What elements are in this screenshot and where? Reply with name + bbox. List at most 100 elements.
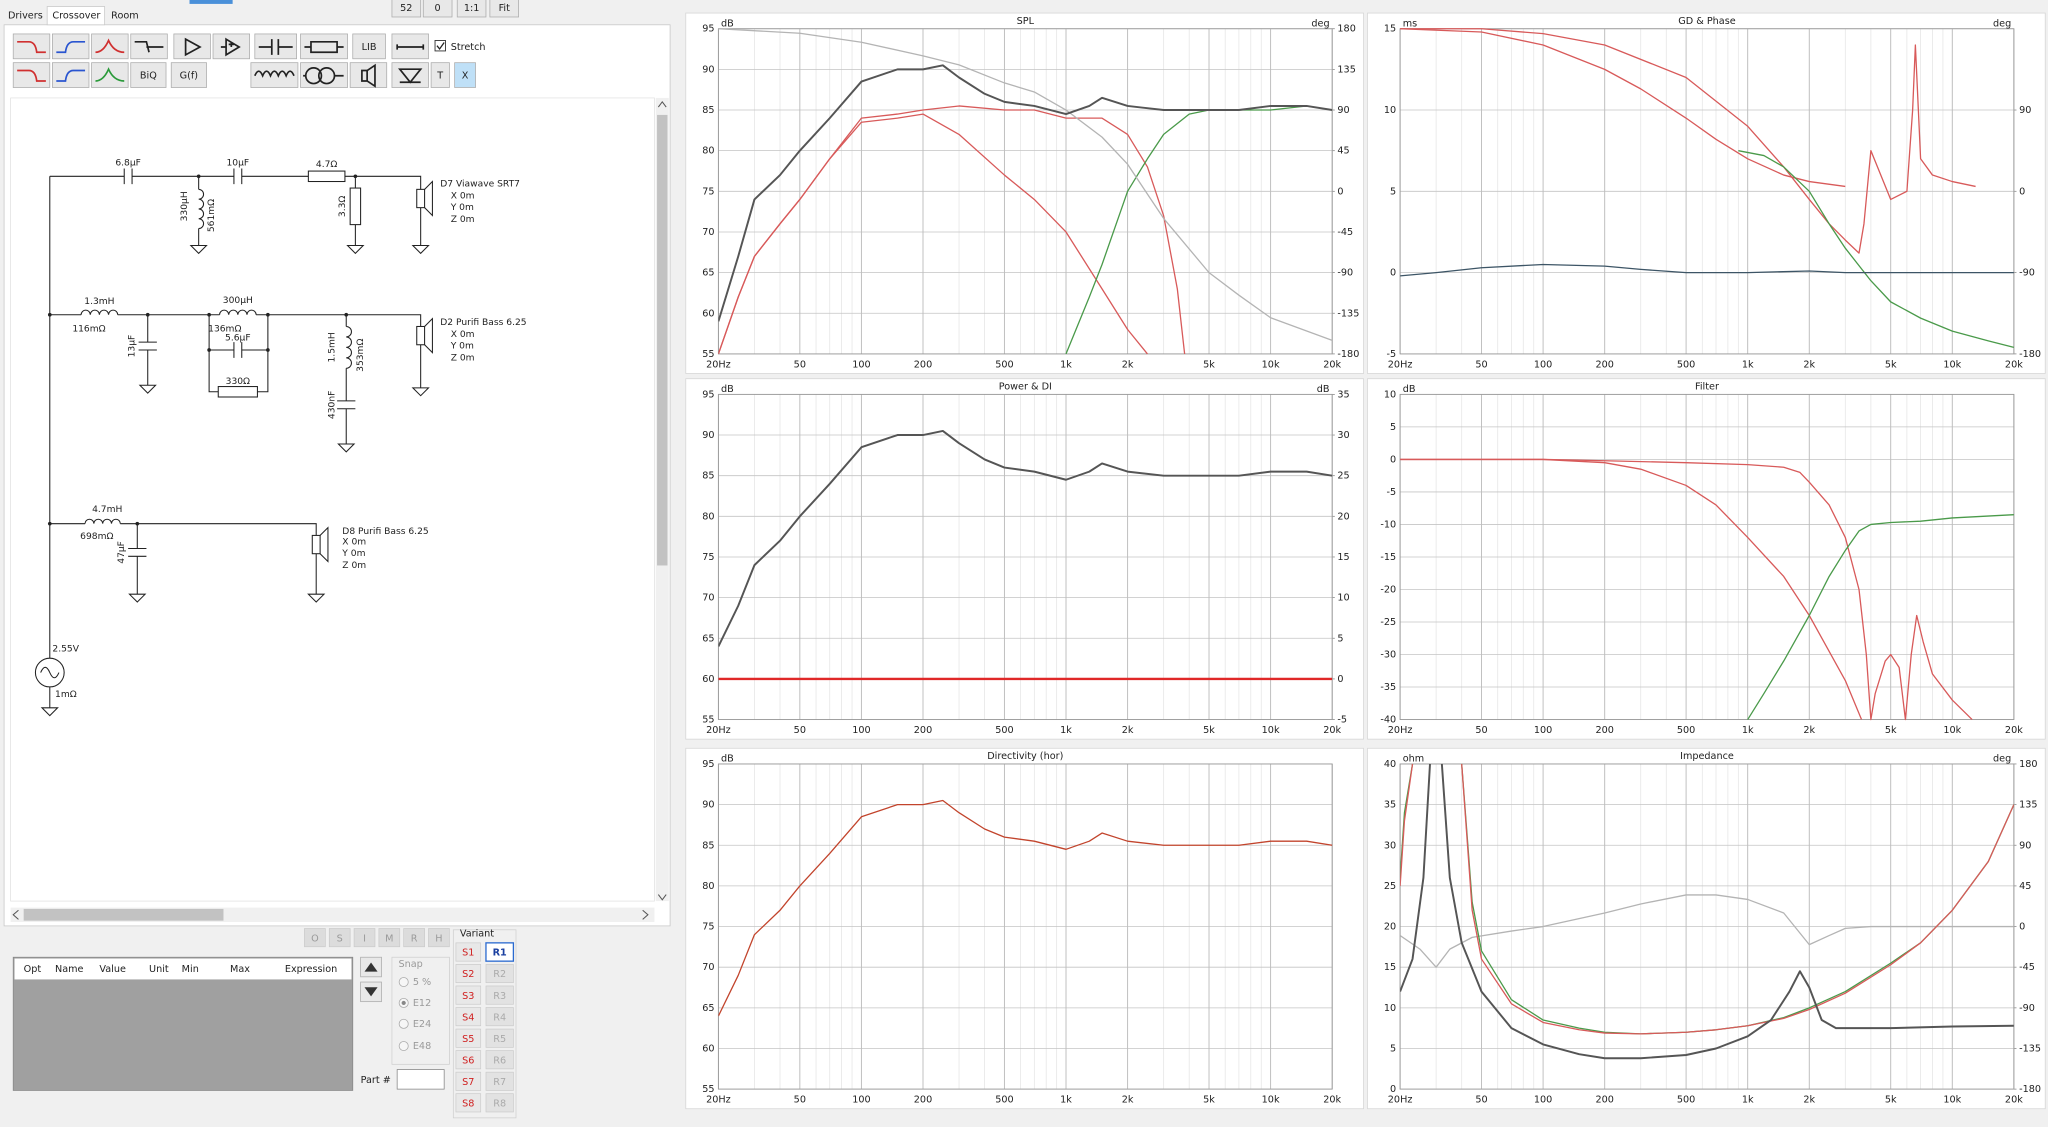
variant-r[interactable] [485,1071,514,1091]
variant-s[interactable] [455,942,482,962]
optimizer-button-label: I [363,933,366,944]
variant-r-label: R6 [493,1055,506,1066]
component-label[interactable]: 330Ω [226,377,250,387]
h-scroll-arrows[interactable] [12,909,649,920]
variant-s[interactable] [455,1050,482,1070]
component-label[interactable]: 698mΩ [80,532,113,542]
tool-button[interactable] [352,33,386,60]
optimizer-button[interactable] [353,928,376,948]
component-label[interactable]: 3.3Ω [338,196,348,218]
x-tick-label: 1k [1742,725,1754,736]
variant-r-label: R8 [493,1098,506,1109]
variant-r[interactable] [485,1050,514,1070]
component-label[interactable]: 4.7mH [92,505,122,515]
h-scroll-thumb[interactable] [23,908,224,921]
tab-selected[interactable] [46,6,106,26]
variant-r[interactable] [485,1028,514,1048]
snap-group [391,956,450,1065]
y2-tick-label: 135 [2019,800,2037,811]
optimizer-button[interactable] [304,928,326,948]
tab-label[interactable]: Room [111,11,139,22]
tool-button[interactable] [52,62,90,88]
component-label[interactable]: Z 0m [451,215,475,225]
component-label[interactable]: D8 Purifi Bass 6.25 [342,527,429,537]
tool-button[interactable] [130,62,167,88]
optimizer-button[interactable] [428,928,450,948]
component-label[interactable]: 47µF [117,541,127,564]
panel-bg [685,378,1364,740]
component-label[interactable]: Z 0m [342,561,366,571]
component-label[interactable]: 353mΩ [356,339,366,372]
scroll-arrows[interactable] [657,100,667,901]
variant-s[interactable] [455,964,482,984]
tool-button[interactable] [12,62,51,88]
variant-r-label: R3 [493,991,506,1002]
snap-radio[interactable] [398,977,409,988]
variant-s[interactable] [455,1028,482,1048]
tool-button[interactable] [430,62,450,88]
tool-button[interactable] [12,33,51,60]
snap-radio[interactable] [398,1018,409,1029]
tool-button[interactable] [91,33,129,60]
component-label[interactable]: 4.7Ω [316,160,338,170]
part-input[interactable] [396,1069,445,1090]
tool-button[interactable] [349,62,388,88]
y-tick-label: -5 [1387,487,1397,498]
optimizer-button[interactable] [328,928,351,948]
optimizer-button[interactable] [403,928,425,948]
component-label[interactable]: 1.3mH [84,297,114,307]
variant-r[interactable] [485,942,515,962]
view-button[interactable] [456,0,487,18]
variant-r[interactable] [485,1007,514,1027]
variant-s[interactable] [455,1007,482,1027]
tool-button[interactable] [173,33,211,60]
component-label[interactable]: D7 Viawave SRT7 [440,180,520,190]
view-button[interactable] [391,0,422,18]
component-label[interactable]: X 0m [342,537,366,547]
component-label[interactable]: X 0m [451,330,475,340]
view-button[interactable] [422,0,453,18]
v-scroll-thumb[interactable] [657,114,668,566]
tab-label[interactable]: Crossover [52,11,100,22]
tool-button[interactable] [391,62,429,88]
tool-button[interactable] [170,62,207,88]
tool-button[interactable] [52,33,90,60]
tool-button[interactable] [91,62,129,88]
component-label[interactable]: Y 0m [341,549,365,559]
snap-radio[interactable] [398,1041,409,1051]
component-label[interactable]: 300µH [223,296,253,306]
tool-button[interactable] [250,62,299,88]
node [145,312,150,317]
tool-button[interactable] [454,62,476,88]
variant-s[interactable] [455,1071,482,1091]
component-label[interactable]: 430nF [327,391,337,419]
component-label[interactable]: 136mΩ [208,325,241,335]
component-label[interactable]: X 0m [451,191,475,201]
x-tick-label: 50 [1475,359,1487,370]
component-label[interactable]: 13µF [128,335,138,358]
tab-label[interactable]: Drivers [8,11,43,22]
component-label[interactable]: Y 0m [450,342,474,352]
component-label[interactable]: Z 0m [451,353,475,363]
component-label[interactable]: 10µF [227,159,250,169]
y2-tick-label: 90 [1337,105,1349,116]
wire [233,168,243,185]
component-label[interactable]: 330µH [180,191,190,221]
variant-s[interactable] [455,985,482,1005]
component-label[interactable]: 5.6µF [225,334,251,344]
component-label[interactable]: Y 0m [450,203,474,213]
component-label[interactable]: 6.8µF [115,159,141,169]
variant-r[interactable] [485,985,514,1005]
component-label[interactable]: 1.5mH [327,332,337,362]
component-label[interactable]: 116mΩ [72,325,105,335]
component-label[interactable]: D2 Purifi Bass 6.25 [440,318,527,328]
y2-tick-label: 0 [1337,674,1343,685]
view-button[interactable] [489,0,520,18]
stretch-checkbox[interactable] [434,40,446,52]
variant-r[interactable] [485,964,514,984]
tool-button-label: G(f) [180,71,198,82]
optimizer-button[interactable] [378,928,401,948]
variant-r[interactable] [485,1093,514,1113]
variant-s[interactable] [455,1093,482,1113]
component-label[interactable]: 561mΩ [207,199,217,232]
